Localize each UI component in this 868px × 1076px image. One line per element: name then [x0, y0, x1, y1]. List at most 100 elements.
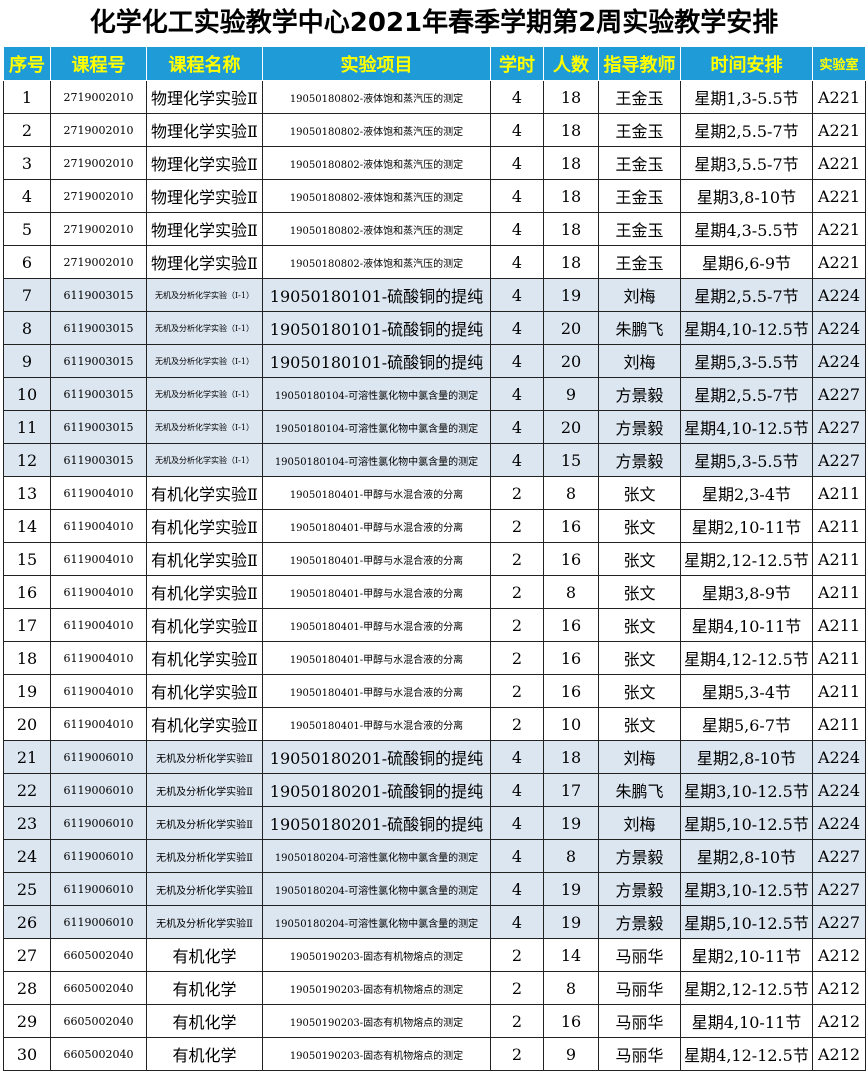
table-cell: 30	[3, 1037, 51, 1071]
table-cell: 方景毅	[598, 905, 681, 939]
table-cell: 6605002040	[50, 971, 147, 1005]
table-row: 25 6119006010 无机及分析化学实验Ⅱ 19050180204-可溶性氯化物…	[3, 872, 866, 906]
table-cell: A211	[812, 674, 866, 708]
table-cell: 19050190203-固态有机物熔点的测定	[262, 971, 491, 1005]
table-cell: 物理化学实验Ⅱ	[146, 179, 263, 213]
table-row: 28 6605002040 有机化学 19050190203-固态有机物熔点的测定 2 8…	[3, 971, 866, 1005]
column-header: 序号	[3, 46, 51, 81]
table-cell: 张文	[598, 575, 681, 609]
table-cell: A227	[812, 905, 866, 939]
table-cell: 无机及分析化学实验Ⅱ	[146, 806, 263, 840]
table-cell: 星期4,10-11节	[680, 608, 813, 642]
column-header: 实验室	[812, 46, 866, 81]
table-cell: A224	[812, 740, 866, 774]
table-cell: A211	[812, 542, 866, 576]
table-cell: 4	[490, 410, 544, 444]
table-row: 19 6119004010 有机化学实验Ⅱ 19050180401-甲醇与水混合液的分…	[3, 674, 866, 708]
table-cell: 星期5,3-5.5节	[680, 344, 813, 378]
table-cell: 张文	[598, 542, 681, 576]
table-cell: 8	[3, 311, 51, 345]
table-cell: 6119004010	[50, 674, 147, 708]
table-cell: 6119003015	[50, 443, 147, 477]
table-cell: 15	[3, 542, 51, 576]
table-cell: 19050180401-甲醇与水混合液的分离	[262, 707, 491, 741]
table-cell: 19050180401-甲醇与水混合液的分离	[262, 674, 491, 708]
table-cell: 星期5,10-12.5节	[680, 806, 813, 840]
table-cell: 王金玉	[598, 179, 681, 213]
table-cell: 马丽华	[598, 1037, 681, 1071]
table-cell: 2	[490, 971, 544, 1005]
table-cell: A221	[812, 179, 866, 213]
table-cell: 6119006010	[50, 806, 147, 840]
table-cell: 18	[543, 80, 599, 114]
table-cell: 4	[490, 773, 544, 807]
table-cell: 有机化学实验Ⅱ	[146, 542, 263, 576]
table-cell: 6605002040	[50, 1004, 147, 1038]
table-cell: 无机及分析化学实验Ⅱ	[146, 905, 263, 939]
table-row: 10 6119003015 无机及分析化学实验（Ⅰ-1） 19050180104-可溶…	[3, 377, 866, 411]
table-cell: 18	[3, 641, 51, 675]
table-row: 30 6605002040 有机化学 19050190203-固态有机物熔点的测定 2 9…	[3, 1037, 866, 1071]
table-cell: 8	[543, 476, 599, 510]
table-row: 22 6119006010 无机及分析化学实验Ⅱ 19050180201-硫酸铜的提纯…	[3, 773, 866, 807]
table-cell: 19050190203-固态有机物熔点的测定	[262, 938, 491, 972]
table-cell: 星期4,3-5.5节	[680, 212, 813, 246]
table-cell: 6119003015	[50, 377, 147, 411]
table-cell: 星期2,5.5-7节	[680, 377, 813, 411]
table-row: 26 6119006010 无机及分析化学实验Ⅱ 19050180204-可溶性氯化物…	[3, 905, 866, 939]
table-cell: A224	[812, 773, 866, 807]
table-cell: 19050180802-液体饱和蒸汽压的测定	[262, 212, 491, 246]
table-cell: 16	[543, 641, 599, 675]
table-cell: 12	[3, 443, 51, 477]
table-cell: 有机化学实验Ⅱ	[146, 476, 263, 510]
table-cell: 星期2,5.5-7节	[680, 113, 813, 147]
table-cell: 方景毅	[598, 443, 681, 477]
table-cell: 星期2,5.5-7节	[680, 278, 813, 312]
table-cell: 4	[490, 146, 544, 180]
table-row: 21 6119006010 无机及分析化学实验Ⅱ 19050180201-硫酸铜的提纯…	[3, 740, 866, 774]
table-cell: 24	[3, 839, 51, 873]
table-cell: 13	[3, 476, 51, 510]
table-cell: 张文	[598, 674, 681, 708]
table-cell: 张文	[598, 608, 681, 642]
table-cell: 星期2,8-10节	[680, 839, 813, 873]
table-cell: 有机化学	[146, 1037, 263, 1071]
table-cell: 4	[490, 245, 544, 279]
column-header: 课程名称	[146, 46, 263, 81]
table-cell: 刘梅	[598, 278, 681, 312]
table-cell: 6605002040	[50, 1037, 147, 1071]
table-cell: 19	[543, 872, 599, 906]
table-cell: 有机化学实验Ⅱ	[146, 674, 263, 708]
table-cell: 8	[543, 839, 599, 873]
table-cell: 5	[3, 212, 51, 246]
table-cell: 19050180101-硫酸铜的提纯	[262, 278, 491, 312]
table-cell: 14	[543, 938, 599, 972]
table-row: 5 2719002010 物理化学实验Ⅱ 19050180802-液体饱和蒸汽压的测定…	[3, 212, 866, 246]
table-cell: 28	[3, 971, 51, 1005]
table-cell: 19050180101-硫酸铜的提纯	[262, 344, 491, 378]
table-cell: 张文	[598, 476, 681, 510]
table-cell: A224	[812, 311, 866, 345]
table-cell: A211	[812, 509, 866, 543]
table-cell: 19	[3, 674, 51, 708]
table-cell: 19050180802-液体饱和蒸汽压的测定	[262, 245, 491, 279]
table-cell: 6119006010	[50, 872, 147, 906]
table-cell: 19050180201-硫酸铜的提纯	[262, 740, 491, 774]
column-header: 课程号	[50, 46, 147, 81]
table-cell: 20	[543, 410, 599, 444]
table-cell: 4	[490, 839, 544, 873]
table-cell: 星期5,6-7节	[680, 707, 813, 741]
table-cell: A221	[812, 80, 866, 114]
table-cell: 朱鹏飞	[598, 311, 681, 345]
table-cell: A211	[812, 641, 866, 675]
table-cell: 20	[543, 311, 599, 345]
table-cell: 6605002040	[50, 938, 147, 972]
table-cell: 4	[490, 905, 544, 939]
table-cell: 张文	[598, 707, 681, 741]
table-cell: 18	[543, 245, 599, 279]
table-cell: 10	[543, 707, 599, 741]
table-row: 24 6119006010 无机及分析化学实验Ⅱ 19050180204-可溶性氯化物…	[3, 839, 866, 873]
table-cell: A221	[812, 245, 866, 279]
table-cell: 方景毅	[598, 377, 681, 411]
table-cell: 无机及分析化学实验Ⅱ	[146, 839, 263, 873]
